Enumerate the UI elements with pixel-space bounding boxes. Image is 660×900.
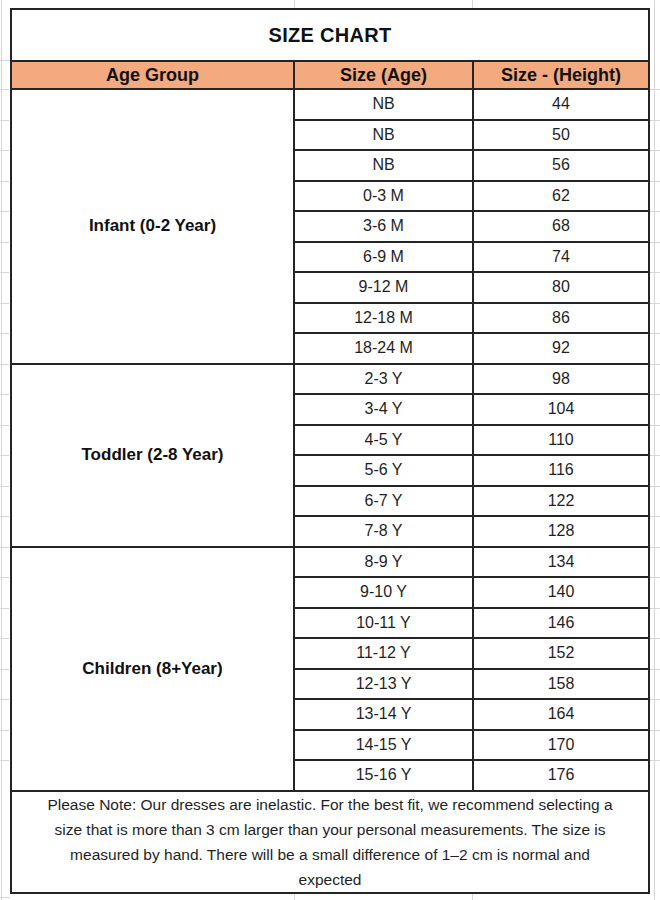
size-height-cell: 74 — [473, 242, 649, 273]
age-group-cell: Toddler (2-8 Year) — [11, 364, 294, 547]
size-age-cell: 9-10 Y — [294, 577, 473, 608]
size-height-cell: 50 — [473, 120, 649, 151]
size-age-cell: 12-18 M — [294, 303, 473, 334]
table-row: Infant (0-2 Year)NB44 — [11, 89, 649, 120]
size-height-cell: 86 — [473, 303, 649, 334]
size-age-cell: 18-24 M — [294, 333, 473, 364]
size-height-cell: 80 — [473, 272, 649, 303]
size-height-cell: 134 — [473, 547, 649, 578]
size-height-cell: 44 — [473, 89, 649, 120]
column-header-size-height: Size - (Height) — [473, 61, 649, 89]
size-height-cell: 170 — [473, 730, 649, 761]
size-height-cell: 62 — [473, 181, 649, 212]
age-group-cell: Infant (0-2 Year) — [11, 89, 294, 364]
title-row: SIZE CHART — [11, 9, 649, 61]
size-height-cell: 56 — [473, 150, 649, 181]
size-age-cell: 12-13 Y — [294, 669, 473, 700]
size-age-cell: NB — [294, 89, 473, 120]
size-age-cell: 15-16 Y — [294, 760, 473, 791]
table-row: Children (8+Year)8-9 Y134 — [11, 547, 649, 578]
size-chart-page: SIZE CHART Age Group Size (Age) Size - (… — [0, 0, 660, 900]
size-height-cell: 164 — [473, 699, 649, 730]
size-age-cell: 3-4 Y — [294, 394, 473, 425]
size-age-cell: 3-6 M — [294, 211, 473, 242]
size-height-cell: 68 — [473, 211, 649, 242]
size-height-cell: 116 — [473, 455, 649, 486]
size-age-cell: 0-3 M — [294, 181, 473, 212]
size-age-cell: 11-12 Y — [294, 638, 473, 669]
column-header-age-group: Age Group — [11, 61, 294, 89]
note-cell: Please Note: Our dresses are inelastic. … — [11, 791, 649, 893]
size-age-cell: 2-3 Y — [294, 364, 473, 395]
size-age-cell: 9-12 M — [294, 272, 473, 303]
spreadsheet-gridline — [0, 897, 10, 898]
spreadsheet-gridline-ticks — [0, 89, 9, 791]
note-row: Please Note: Our dresses are inelastic. … — [11, 791, 649, 893]
size-age-cell: NB — [294, 120, 473, 151]
size-height-cell: 110 — [473, 425, 649, 456]
size-height-cell: 158 — [473, 669, 649, 700]
size-height-cell: 152 — [473, 638, 649, 669]
note-text: Please Note: Our dresses are inelastic. … — [44, 792, 616, 892]
size-height-cell: 176 — [473, 760, 649, 791]
size-table-body: Infant (0-2 Year)NB44NB50NB560-3 M623-6 … — [11, 89, 649, 791]
size-height-cell: 146 — [473, 608, 649, 639]
size-age-cell: 13-14 Y — [294, 699, 473, 730]
chart-title: SIZE CHART — [11, 9, 649, 61]
size-height-cell: 128 — [473, 516, 649, 547]
size-height-cell: 98 — [473, 364, 649, 395]
size-age-cell: 10-11 Y — [294, 608, 473, 639]
column-header-size-age: Size (Age) — [294, 61, 473, 89]
spreadsheet-gridline — [0, 60, 10, 61]
size-chart-table: SIZE CHART Age Group Size (Age) Size - (… — [10, 8, 650, 894]
spreadsheet-gridline-ticks — [650, 89, 660, 791]
size-height-cell: 140 — [473, 577, 649, 608]
size-height-cell: 122 — [473, 486, 649, 517]
column-header-row: Age Group Size (Age) Size - (Height) — [11, 61, 649, 89]
size-age-cell: NB — [294, 150, 473, 181]
size-age-cell: 7-8 Y — [294, 516, 473, 547]
size-age-cell: 14-15 Y — [294, 730, 473, 761]
table-row: Toddler (2-8 Year)2-3 Y98 — [11, 364, 649, 395]
size-height-cell: 104 — [473, 394, 649, 425]
size-age-cell: 6-9 M — [294, 242, 473, 273]
size-age-cell: 8-9 Y — [294, 547, 473, 578]
size-height-cell: 92 — [473, 333, 649, 364]
size-age-cell: 6-7 Y — [294, 486, 473, 517]
size-age-cell: 5-6 Y — [294, 455, 473, 486]
size-age-cell: 4-5 Y — [294, 425, 473, 456]
age-group-cell: Children (8+Year) — [11, 547, 294, 791]
